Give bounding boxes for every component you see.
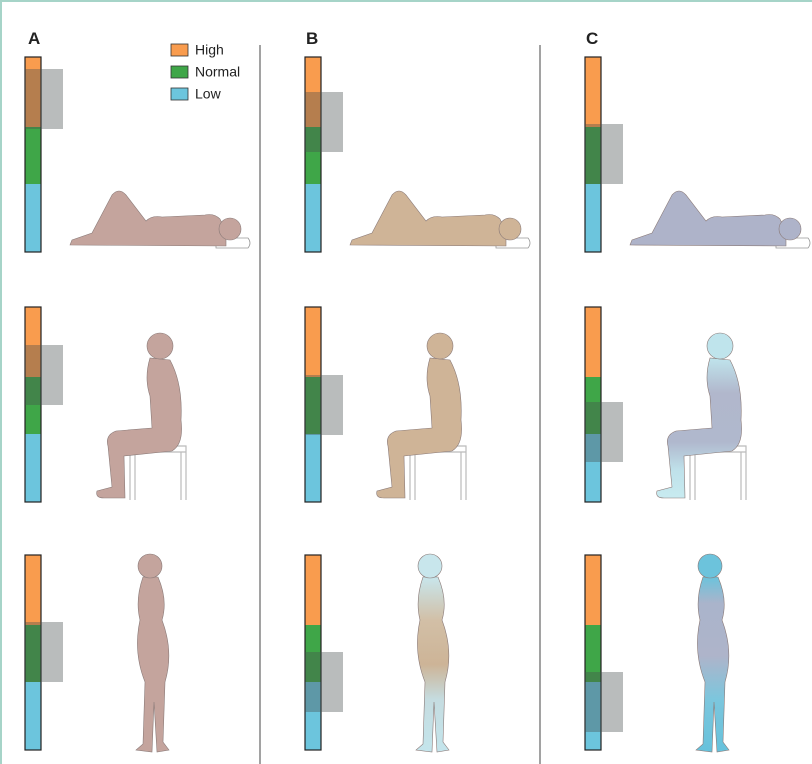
standing-body [136, 577, 169, 752]
head [418, 554, 442, 578]
range-box [25, 345, 63, 405]
head [427, 333, 453, 359]
seated-body [657, 358, 742, 498]
gauge-segment [585, 555, 601, 625]
figure: A B C High Normal Low [0, 0, 812, 764]
lying-body [630, 191, 786, 246]
legend-swatch [171, 44, 188, 56]
head [499, 218, 521, 240]
range-box [25, 622, 63, 682]
head [698, 554, 722, 578]
gauge-segment [25, 127, 41, 184]
gauge-segment [585, 184, 601, 252]
legend-swatch [171, 88, 188, 100]
head [707, 333, 733, 359]
range-box [305, 652, 343, 712]
range-box [585, 672, 623, 732]
gauge-segment [25, 434, 41, 502]
legend-text: High [195, 42, 224, 58]
panel-label: A [28, 29, 40, 48]
standing-body [416, 577, 449, 752]
illustrations [25, 57, 810, 752]
panel-label: C [586, 29, 598, 48]
seated-body [97, 358, 182, 498]
panel-label: B [306, 29, 318, 48]
range-box [305, 375, 343, 435]
gauge-segment [305, 555, 321, 625]
range-box [305, 92, 343, 152]
gauge-segment [305, 307, 321, 377]
gauge-segment [305, 184, 321, 252]
gauge-segment [585, 307, 601, 377]
seated-body [377, 358, 462, 498]
gauge-segment [25, 184, 41, 252]
head [219, 218, 241, 240]
gauge-segment [25, 555, 41, 625]
range-box [585, 124, 623, 184]
legend: High Normal Low [171, 42, 240, 102]
head [779, 218, 801, 240]
gauge-segment [305, 434, 321, 502]
gauge-segment [25, 682, 41, 750]
standing-body [696, 577, 729, 752]
legend-text: Low [195, 86, 222, 102]
panel [585, 57, 810, 752]
panel [305, 57, 530, 752]
head [138, 554, 162, 578]
panel [25, 57, 250, 752]
legend-text: Normal [195, 64, 240, 80]
legend-swatch [171, 66, 188, 78]
range-box [25, 69, 63, 129]
page: A B C High Normal Low (() => { const dat… [0, 0, 812, 764]
range-box [585, 402, 623, 462]
head [147, 333, 173, 359]
lying-body [350, 191, 506, 246]
lying-body [70, 191, 226, 246]
gauge-segment [585, 57, 601, 127]
